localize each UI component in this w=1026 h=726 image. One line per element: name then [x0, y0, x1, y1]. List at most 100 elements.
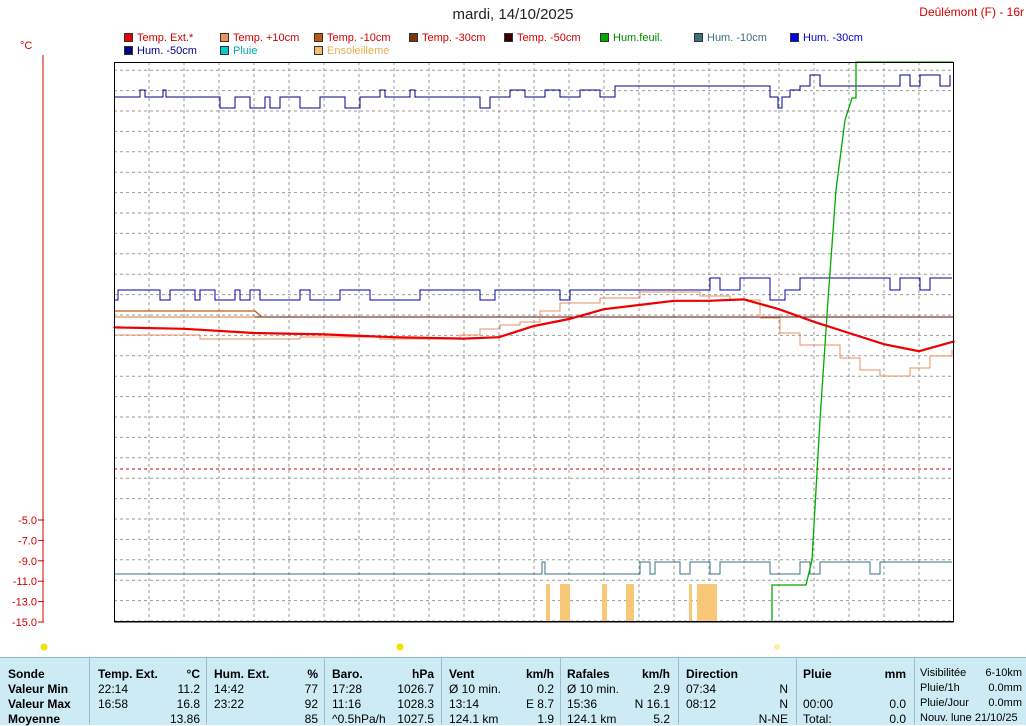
series-temp-minus10 — [115, 310, 263, 318]
table-cell-he-time: 14:42 — [214, 682, 245, 696]
table-cell-ve-val: 0.2 — [537, 682, 554, 696]
table-cell-di-time: 08:12 — [686, 697, 717, 711]
data-point-temp-ext — [498, 336, 500, 339]
y-tick-label: -11.0 — [13, 576, 37, 588]
table-cell-pl-time: Pluie — [803, 667, 832, 681]
summary-table: Sonde Temp. Ext. °C Hum. Ext.% Baro. hPa Vent k… — [0, 657, 1026, 726]
table-cell-ve-val: E 8.7 — [525, 697, 554, 711]
table-cell-ra-val: 5.2 — [653, 712, 670, 726]
weather-chart: -5.0 -7.0 -9.0 -11.0 -13.0 -15.0 — [12, 55, 955, 651]
table-cell-ra-val: N 16.1 — [634, 697, 670, 711]
sunshine-bar — [697, 584, 717, 621]
column-separator — [796, 658, 797, 725]
legend-item-temp-minus10: Temp. -10cm — [314, 31, 391, 44]
table-cell-ba-val: 1027.5 — [397, 712, 434, 726]
noon-marker — [396, 643, 404, 651]
table-cell-te-time: 22:14 — [98, 682, 129, 696]
table-cell-ra-time: 15:36 — [567, 697, 598, 711]
table-cell-he-val: % — [307, 667, 318, 681]
table-cell-vi-label: Pluie/1h — [920, 682, 960, 694]
series-hum-minus10 — [115, 561, 952, 575]
data-point-temp-ext — [708, 300, 710, 302]
data-point-temp-ext — [743, 298, 745, 301]
table-cell-ra-val: km/h — [641, 667, 670, 681]
table-cell-ba-val: hPa — [411, 667, 434, 681]
table-cell-ba-time: 17:28 — [332, 682, 363, 696]
data-point-temp-ext — [253, 332, 255, 334]
legend-swatch — [124, 46, 133, 55]
table-cell-ra-time: Rafales — [567, 667, 610, 681]
legend-item-hum-minus50: Hum. -50cm — [124, 44, 197, 57]
table-cell-te-val: °C — [186, 667, 200, 681]
table-cell-ra-time: Ø 10 min. — [567, 682, 620, 696]
data-point-temp-ext — [323, 333, 325, 336]
column-separator — [678, 658, 679, 725]
sunshine-bar — [602, 584, 607, 621]
legend-swatch — [124, 33, 133, 42]
legend-swatch — [504, 33, 513, 42]
table-cell-vi-label: Pluie/Jour — [920, 697, 969, 709]
table-cell-vi-label: Nouv. lune 21/10/25 — [920, 712, 1018, 724]
legend-item-temp-minus30: Temp. -30cm — [409, 31, 486, 44]
legend-swatch — [694, 33, 703, 42]
table-cell-label: Sonde — [8, 667, 45, 681]
data-point-temp-ext — [183, 328, 185, 330]
table-cell-pl-time: Total: — [803, 712, 832, 726]
data-point-temp-ext — [813, 321, 815, 323]
table-cell-ra-time: 124.1 km — [567, 712, 617, 726]
data-point-temp-ext — [568, 318, 570, 320]
data-point-temp-ext — [673, 300, 675, 302]
legend-item-hum-feuil: Hum.feuil. — [600, 31, 663, 44]
data-point-temp-ext — [638, 304, 640, 306]
chart-title: mardi, 14/10/2025 — [452, 6, 574, 23]
table-cell-di-time: 07:34 — [686, 682, 717, 696]
table-cell-di-time: Direction — [686, 667, 739, 681]
table-cell-ve-time: Ø 10 min. — [449, 682, 502, 696]
data-point-temp-ext — [918, 350, 920, 353]
column-separator — [206, 658, 207, 725]
sunrise-marker — [40, 643, 48, 651]
table-cell-he-val: 92 — [304, 697, 318, 711]
column-separator — [914, 658, 915, 725]
table-cell-label: Valeur Min — [8, 682, 69, 696]
table-cell-pl-val: 0.0 — [889, 712, 906, 726]
chart-grid — [114, 62, 954, 622]
legend-item-hum-minus10: Hum. -10cm — [694, 31, 767, 44]
data-point-temp-ext — [883, 343, 885, 346]
legend-swatch — [409, 33, 418, 42]
table-cell-vi-val: 0.0mm — [988, 682, 1022, 694]
table-cell-he-time: 23:22 — [214, 697, 245, 711]
station-name: Deûlémont (F) - 16r — [919, 5, 1024, 19]
table-cell-te-val: 11.2 — [177, 682, 200, 696]
legend-item-temp-plus10: Temp. +10cm — [220, 31, 299, 44]
sunshine-bar — [560, 584, 570, 621]
data-point-temp-ext — [393, 336, 395, 339]
sunshine-bar — [546, 584, 550, 621]
series-temp-ext — [113, 298, 955, 353]
table-cell-he-val: 77 — [304, 682, 318, 696]
table-cell-te-time: Temp. Ext. — [98, 667, 158, 681]
y-tick-label: -15.0 — [12, 617, 37, 629]
table-cell-label: Valeur Max — [8, 697, 71, 711]
column-separator — [324, 658, 325, 725]
sunshine-bar — [626, 584, 634, 621]
table-cell-di-val: N — [779, 697, 788, 711]
series-hum-minus30 — [115, 277, 952, 301]
sunset-marker — [774, 644, 780, 650]
table-cell-ve-time: Vent — [449, 667, 475, 681]
table-cell-pl-val: 0.0 — [889, 697, 906, 711]
table-cell-te-val: 13.86 — [169, 712, 200, 726]
table-cell-te-val: 16.8 — [176, 697, 200, 711]
legend-swatch — [314, 33, 323, 42]
y-axis-unit: °C — [20, 40, 33, 52]
y-tick-label: -13.0 — [12, 597, 37, 609]
table-cell-ba-val: 1028.3 — [397, 697, 434, 711]
y-tick-label: -7.0 — [18, 535, 37, 547]
data-point-temp-ext — [533, 325, 535, 327]
table-cell-ba-time: Baro. — [332, 667, 363, 681]
y-axis-ticks: -5.0 -7.0 -9.0 -11.0 -13.0 -15.0 — [12, 55, 44, 629]
legend-swatch — [220, 33, 229, 42]
table-cell-di-val: N-NE — [758, 712, 788, 726]
legend-item-hum-minus30: Hum. -30cm — [790, 31, 863, 44]
table-cell-ve-val: km/h — [525, 667, 554, 681]
